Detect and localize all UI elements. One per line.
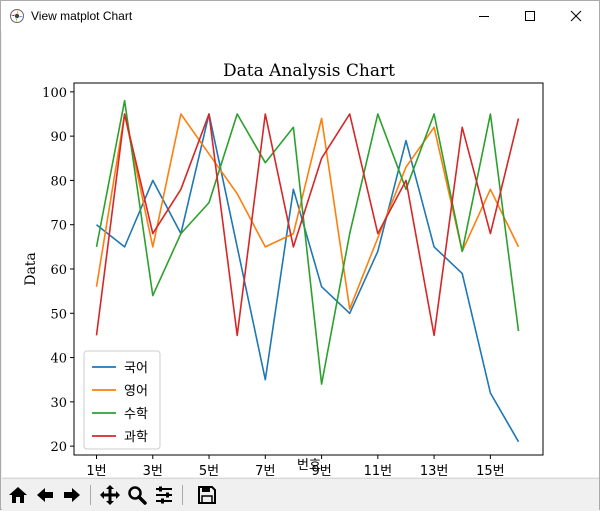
legend-label: 수학 — [124, 407, 148, 422]
y-tick-label: 90 — [50, 130, 67, 145]
forward-arrow-icon — [64, 488, 80, 502]
forward-button[interactable] — [60, 483, 84, 507]
series-line-국어 — [96, 113, 520, 443]
minimize-icon — [479, 16, 489, 17]
window-title: View matplot Chart — [31, 9, 133, 23]
close-icon — [570, 10, 582, 22]
x-tick-label: 9번 — [311, 464, 331, 477]
x-axis-label: 번호 — [297, 458, 321, 473]
figure-canvas[interactable]: Data Analysis Chart 20 30 40 50 60 70 80 90 100 … — [2, 31, 599, 479]
legend-label: 영어 — [124, 384, 148, 399]
back-button[interactable] — [33, 483, 57, 507]
series-line-영어 — [95, 113, 520, 310]
close-button[interactable] — [553, 1, 599, 31]
legend-label: 국어 — [124, 361, 148, 376]
save-button[interactable] — [195, 483, 219, 507]
y-tick-label: 20 — [50, 440, 67, 455]
y-tick-label: 80 — [50, 174, 67, 189]
chart-title: Data Analysis Chart — [223, 61, 395, 81]
configure-subplots-button[interactable] — [152, 483, 176, 507]
y-tick-label: 30 — [50, 396, 67, 411]
minimize-button[interactable] — [461, 1, 507, 31]
series-line-과학 — [95, 113, 520, 337]
save-icon — [198, 486, 216, 504]
pan-icon — [100, 485, 120, 505]
x-tick-label: 7번 — [255, 464, 275, 477]
x-tick-label: 5번 — [199, 464, 219, 477]
y-tick-label: 70 — [50, 219, 67, 234]
toolbar-separator — [182, 485, 183, 505]
pan-button[interactable] — [98, 483, 122, 507]
app-icon — [10, 9, 24, 23]
zoom-button[interactable] — [125, 483, 149, 507]
configure-subplots-icon — [156, 486, 172, 504]
y-tick-label: 100 — [42, 86, 67, 101]
back-arrow-icon — [37, 488, 53, 502]
home-button[interactable] — [6, 483, 30, 507]
toolbar-separator — [90, 485, 91, 505]
title-bar[interactable]: View matplot Chart — [1, 1, 599, 31]
zoom-icon — [128, 486, 147, 505]
x-tick-label: 1번 — [86, 464, 106, 477]
x-tick-label: 3번 — [143, 464, 163, 477]
series-line-수학 — [95, 99, 520, 385]
x-tick-label: 15번 — [476, 464, 505, 477]
home-icon — [9, 487, 27, 503]
maximize-button[interactable] — [507, 1, 553, 31]
y-axis-label: Data — [23, 252, 39, 286]
line-chart: Data Analysis Chart 2030405060708090100 … — [23, 61, 544, 479]
maximize-icon — [525, 11, 535, 21]
x-tick-label: 11번 — [364, 464, 393, 477]
legend-box — [83, 350, 161, 450]
navigation-toolbar — [2, 478, 599, 511]
x-tick-label: 13번 — [420, 464, 449, 477]
y-tick-label: 50 — [50, 307, 67, 322]
y-tick-label: 40 — [50, 352, 67, 367]
legend-label: 과학 — [124, 430, 148, 445]
y-tick-label: 60 — [50, 263, 67, 278]
